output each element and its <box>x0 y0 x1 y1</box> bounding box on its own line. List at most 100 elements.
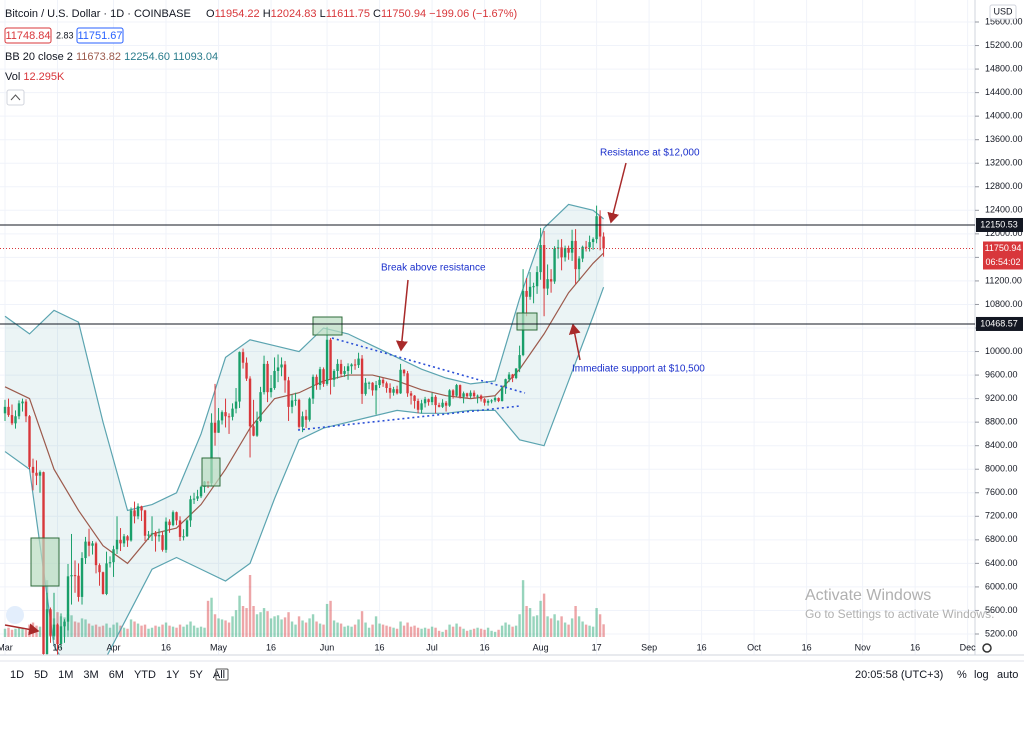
candle-body <box>465 393 469 397</box>
candle-body <box>458 385 462 397</box>
volume-bar <box>262 608 266 637</box>
bid-box[interactable] <box>4 27 52 44</box>
candle-body <box>168 521 171 526</box>
candle-body <box>392 389 395 393</box>
candle-body <box>245 362 248 379</box>
volume-bar <box>413 625 416 637</box>
scale-option[interactable]: % <box>957 669 967 681</box>
volume-bar <box>315 621 318 637</box>
volume-bar <box>7 627 10 637</box>
bb-value: 11093.04 <box>173 51 218 63</box>
volume-bar <box>381 624 385 637</box>
candle-body <box>213 422 217 433</box>
candle-body <box>154 533 157 537</box>
ohlc-value: 11611.75 <box>326 8 370 20</box>
y-tick-label: 14800.00 <box>985 63 1023 73</box>
ask-box[interactable] <box>76 27 124 44</box>
candle-body <box>472 392 476 397</box>
volume-bar <box>280 619 283 637</box>
range-button[interactable]: 5Y <box>189 669 203 681</box>
y-tick-label: 14000.00 <box>985 111 1023 121</box>
candle-body <box>598 216 602 237</box>
candle-body <box>280 364 283 368</box>
volume-bar <box>525 606 528 637</box>
candle-body <box>406 373 409 394</box>
candle-body <box>301 416 304 427</box>
trend-line <box>331 337 526 394</box>
volume-bar <box>73 621 77 637</box>
volume-bar <box>259 612 262 637</box>
volume-bar <box>458 626 462 637</box>
collapse-button[interactable] <box>6 89 25 106</box>
bb-upper <box>4 203 604 512</box>
range-button[interactable]: 3M <box>83 669 98 681</box>
scale-option[interactable]: log <box>974 669 989 681</box>
candle-body <box>486 400 490 403</box>
y-tick-label: 15600.00 <box>985 16 1023 26</box>
volume-bar <box>441 631 444 637</box>
volume-bar <box>409 626 413 637</box>
candle-body <box>238 352 241 402</box>
candle-body <box>220 412 224 421</box>
range-button[interactable]: 5D <box>34 669 48 681</box>
volume-bar <box>343 626 346 637</box>
candle-body <box>448 390 451 406</box>
candle-body <box>189 499 192 521</box>
volume-bar <box>469 629 472 637</box>
annotation-text: Resistance at $12,000 <box>600 148 700 159</box>
candle-body <box>595 216 598 240</box>
range-button[interactable]: All <box>213 669 225 681</box>
volume-bar <box>528 608 532 637</box>
volume-bar <box>367 627 371 637</box>
candle-body <box>224 412 227 417</box>
volume-bar <box>574 606 577 637</box>
candle-body <box>353 364 357 366</box>
volume-bar <box>38 626 42 637</box>
candle-body <box>416 400 420 410</box>
volume-bar <box>91 625 94 637</box>
candle-body <box>70 575 73 577</box>
candle-body <box>24 401 28 417</box>
candle-body <box>133 510 136 517</box>
volume-bar <box>206 600 210 637</box>
volume-bar <box>199 626 203 637</box>
candle-body <box>140 506 143 511</box>
y-tick-label: 15200.00 <box>985 40 1023 50</box>
volume-bar <box>143 624 147 637</box>
date-range-icon[interactable] <box>215 668 229 681</box>
range-button[interactable]: 1Y <box>166 669 180 681</box>
range-button[interactable]: 6M <box>109 669 124 681</box>
candle-body <box>45 609 49 654</box>
volume-bar <box>231 616 234 637</box>
volume-bar <box>560 616 563 637</box>
candle-body <box>266 363 269 393</box>
range-button[interactable]: YTD <box>134 669 156 681</box>
y-tick-label: 8400.00 <box>985 440 1018 450</box>
y-tick-label: 7600.00 <box>985 487 1018 497</box>
volume-bar <box>269 618 273 637</box>
logo[interactable] <box>6 606 24 624</box>
range-button[interactable]: 1D <box>10 669 24 681</box>
candle-body <box>175 512 178 521</box>
range-button[interactable]: 1M <box>58 669 73 681</box>
volume-bar <box>507 624 511 637</box>
candle-body <box>234 401 238 409</box>
volume-bar <box>581 621 584 637</box>
candle-body <box>283 364 287 381</box>
highlight-box <box>312 316 343 336</box>
candle-body <box>252 426 255 436</box>
volume-bar <box>420 628 423 637</box>
y-tick-label: 9200.00 <box>985 393 1018 403</box>
candle-body <box>52 624 56 636</box>
x-tick-label: 16 <box>266 642 276 652</box>
candle-body <box>357 358 360 366</box>
candle-body <box>500 387 504 401</box>
volume-bar <box>602 624 605 637</box>
candle-body <box>588 242 591 248</box>
volume-bar <box>584 624 588 637</box>
settings-icon[interactable] <box>982 643 992 653</box>
volume-bar <box>171 626 175 637</box>
candle-body <box>409 393 413 396</box>
scale-option[interactable]: auto <box>997 669 1018 681</box>
arrow <box>568 323 581 361</box>
